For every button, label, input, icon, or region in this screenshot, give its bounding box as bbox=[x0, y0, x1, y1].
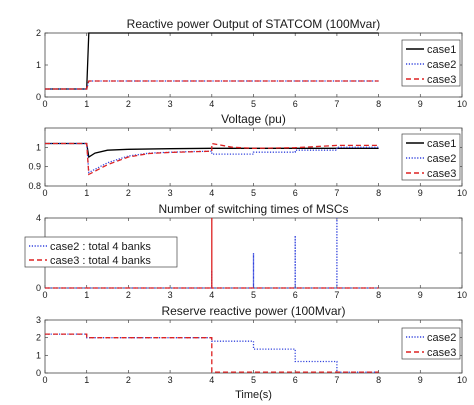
x-tick-label: 5 bbox=[251, 375, 256, 385]
legend: case2 case3 bbox=[401, 327, 461, 360]
y-tick-label: 0 bbox=[36, 283, 41, 293]
x-tick-label: 5 bbox=[251, 99, 256, 109]
x-tick-label: 4 bbox=[209, 188, 214, 198]
series-line-case3 bbox=[45, 80, 379, 90]
x-tick-label: 2 bbox=[126, 290, 131, 300]
x-tick-label: 2 bbox=[126, 188, 131, 198]
legend-box bbox=[401, 327, 461, 360]
x-axis-label: Time(s) bbox=[235, 389, 272, 401]
x-tick-label: 7 bbox=[334, 290, 339, 300]
x-tick-label: 9 bbox=[418, 290, 423, 300]
legend-box bbox=[401, 39, 461, 87]
series-line-case2 bbox=[45, 80, 379, 90]
chart-panel-2: Voltage (pu)0 1 2 3 4 5 6 7 8 9 100.80.91 case1case… bbox=[28, 112, 467, 198]
legend-box bbox=[24, 236, 178, 268]
legend-label: case1 bbox=[427, 44, 456, 56]
series-line-case1 bbox=[45, 142, 379, 159]
y-tick-label: 0 bbox=[36, 368, 41, 378]
legend-label: case3 bbox=[427, 168, 456, 180]
x-tick-label: 10 bbox=[457, 290, 467, 300]
x-tick-label: 1 bbox=[84, 99, 89, 109]
x-tick-label: 1 bbox=[84, 375, 89, 385]
plot-area bbox=[44, 32, 463, 98]
legend: case1 case2 case3 bbox=[401, 39, 461, 87]
x-tick-label: 4 bbox=[209, 375, 214, 385]
x-tick-label: 8 bbox=[376, 290, 381, 300]
x-tick-label: 9 bbox=[418, 375, 423, 385]
plot-area bbox=[44, 319, 463, 374]
x-tick-label: 0 bbox=[42, 188, 47, 198]
legend-label: case3 bbox=[427, 74, 456, 86]
y-tick-label: 1 bbox=[36, 142, 41, 152]
legend-label: case2 bbox=[427, 332, 456, 344]
chart-panel-3: Number of switching times of MSCs 0 1 2 3 4 5 6… bbox=[24, 202, 467, 300]
x-tick-label: 6 bbox=[293, 188, 298, 198]
chart-title: Reactive power Output of STATCOM (100Mva… bbox=[127, 17, 381, 31]
y-tick-label: 0.9 bbox=[28, 162, 41, 172]
y-tick-label: 4 bbox=[36, 213, 41, 223]
legend: case1 case2 case3 bbox=[401, 133, 461, 181]
x-tick-label: 2 bbox=[126, 375, 131, 385]
chart-panel-1: Reactive power Output of STATCOM (100Mva… bbox=[36, 17, 467, 109]
plot-area bbox=[44, 127, 463, 187]
y-tick-label: 0.8 bbox=[28, 181, 41, 191]
x-tick-label: 8 bbox=[376, 375, 381, 385]
y-tick-label: 1 bbox=[36, 350, 41, 360]
x-tick-label: 3 bbox=[168, 375, 173, 385]
x-tick-label: 0 bbox=[42, 375, 47, 385]
series-line-case3 bbox=[45, 333, 379, 373]
legend-label: case3 : total 4 banks bbox=[50, 255, 151, 267]
x-tick-label: 7 bbox=[334, 99, 339, 109]
x-tick-label: 7 bbox=[334, 188, 339, 198]
x-tick-label: 10 bbox=[457, 188, 467, 198]
x-tick-label: 7 bbox=[334, 375, 339, 385]
x-tick-label: 10 bbox=[457, 99, 467, 109]
y-tick-label: 3 bbox=[36, 315, 41, 325]
x-tick-label: 6 bbox=[293, 99, 298, 109]
x-tick-label: 2 bbox=[126, 99, 131, 109]
legend: case2 : total 4 banks case3 : total 4 ban… bbox=[24, 236, 178, 268]
y-tick-label: 1 bbox=[36, 60, 41, 70]
legend-label: case2 : total 4 banks bbox=[50, 241, 151, 253]
legend-label: case1 bbox=[427, 138, 456, 150]
y-tick-label: 2 bbox=[36, 28, 41, 38]
x-tick-label: 1 bbox=[84, 188, 89, 198]
x-tick-label: 0 bbox=[42, 290, 47, 300]
legend-label: case3 bbox=[427, 347, 456, 359]
x-tick-label: 9 bbox=[418, 188, 423, 198]
x-tick-label: 3 bbox=[168, 99, 173, 109]
x-tick-label: 9 bbox=[418, 99, 423, 109]
chart-title: Number of switching times of MSCs bbox=[158, 202, 348, 216]
chart-title: Voltage (pu) bbox=[221, 112, 286, 126]
series-line-case3 bbox=[45, 142, 379, 176]
chart-title: Reserve reactive power (100Mvar) bbox=[161, 304, 345, 318]
x-tick-label: 6 bbox=[293, 375, 298, 385]
x-tick-label: 1 bbox=[84, 290, 89, 300]
x-tick-label: 5 bbox=[251, 188, 256, 198]
y-tick-label: 2 bbox=[36, 333, 41, 343]
x-tick-label: 3 bbox=[168, 290, 173, 300]
x-tick-label: 0 bbox=[42, 99, 47, 109]
x-tick-label: 4 bbox=[209, 99, 214, 109]
x-tick-label: 3 bbox=[168, 188, 173, 198]
legend-box bbox=[401, 133, 461, 181]
y-tick-label: 0 bbox=[36, 92, 41, 102]
x-tick-label: 8 bbox=[376, 188, 381, 198]
chart-panel-4: Reserve reactive power (100Mvar) 0 1 2 3 4 5 6 7… bbox=[36, 304, 467, 401]
x-tick-label: 6 bbox=[293, 290, 298, 300]
series-line-case3 bbox=[45, 218, 379, 289]
legend-label: case2 bbox=[427, 153, 456, 165]
x-tick-label: 10 bbox=[457, 375, 467, 385]
x-tick-label: 8 bbox=[376, 99, 381, 109]
x-tick-label: 5 bbox=[251, 290, 256, 300]
x-tick-label: 4 bbox=[209, 290, 214, 300]
legend-label: case2 bbox=[427, 59, 456, 71]
series-line-case2 bbox=[45, 142, 379, 174]
